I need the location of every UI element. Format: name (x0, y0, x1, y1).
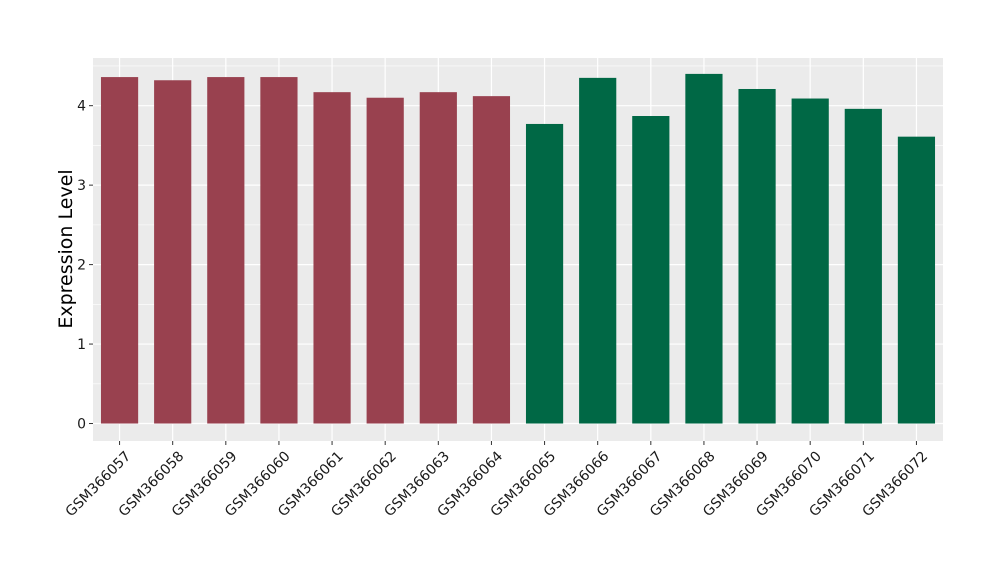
bar-GSM366067 (632, 116, 670, 424)
bar-GSM366058 (154, 80, 192, 424)
y-tick-label: 2 (77, 258, 86, 274)
y-tick-label: 3 (77, 178, 86, 194)
y-tick-label: 4 (77, 99, 86, 115)
bar-GSM366069 (738, 88, 776, 424)
bar-GSM366064 (472, 96, 511, 424)
bar-GSM366066 (579, 77, 617, 424)
y-tick-label: 1 (77, 337, 86, 353)
bars (100, 73, 936, 424)
y-axis: 0 1 2 3 4 (77, 99, 93, 433)
bar-GSM366071 (844, 108, 882, 424)
bar-GSM366059 (207, 77, 245, 424)
x-axis: GSM366057GSM366058GSM366059GSM366060GSM3… (63, 441, 931, 520)
bar-GSM366072 (897, 136, 936, 424)
bar-GSM366057 (100, 77, 139, 424)
bar-GSM366062 (366, 97, 404, 424)
bar-GSM366068 (685, 73, 723, 424)
y-axis-title: Expression Level (55, 169, 77, 328)
bar-GSM366060 (260, 77, 298, 424)
bar-GSM366065 (525, 123, 564, 424)
bar-GSM366070 (791, 98, 829, 424)
bar-GSM366061 (313, 92, 351, 424)
bar-GSM366063 (419, 92, 457, 424)
y-tick-label: 0 (77, 417, 86, 433)
